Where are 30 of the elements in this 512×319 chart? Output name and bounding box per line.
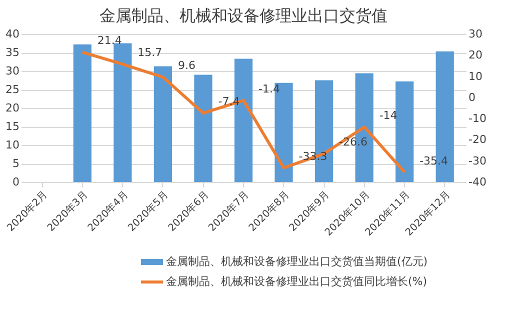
bar xyxy=(114,43,132,182)
y2-tick-label: -40 xyxy=(468,176,486,188)
y-tick-label: 10 xyxy=(6,138,20,152)
y-tick-label: 35 xyxy=(6,46,20,59)
y2-tick-label: 0 xyxy=(468,90,476,104)
data-label: -33.3 xyxy=(298,150,328,163)
y2-tick-label: -10 xyxy=(468,112,486,126)
y2-tick-label: 10 xyxy=(468,70,482,83)
y2-tick-label: 30 xyxy=(468,28,482,40)
bar xyxy=(194,74,212,182)
y-tick-label: 0 xyxy=(12,176,20,188)
data-label: 15.7 xyxy=(138,46,162,60)
data-label: 21.4 xyxy=(97,34,122,48)
y-tick-label: 25 xyxy=(6,83,20,96)
y-tick-label: 20 xyxy=(6,102,20,114)
data-label: -26.6 xyxy=(339,136,368,149)
y-tick-label: 15 xyxy=(6,120,20,133)
y-tick-label: 30 xyxy=(6,64,20,78)
y2-tick-label: 20 xyxy=(468,48,482,62)
legend-label: 金属制品、机械和设备修理业出口交货值同比增长(%) xyxy=(166,275,428,288)
bar xyxy=(396,81,414,182)
legend-label: 金属制品、机械和设备修理业出口交货值当期值(亿元) xyxy=(166,255,428,268)
chart-title: 金属制品、机械和设备修理业出口交货值 xyxy=(100,6,388,25)
y-tick-label: 5 xyxy=(12,157,20,170)
y-tick-label: 40 xyxy=(6,28,20,40)
bar xyxy=(73,44,92,182)
data-label: 9.6 xyxy=(178,59,196,72)
bar xyxy=(154,66,172,182)
y2-tick-label: -20 xyxy=(468,133,486,146)
y2-tick-label: -30 xyxy=(468,154,486,168)
